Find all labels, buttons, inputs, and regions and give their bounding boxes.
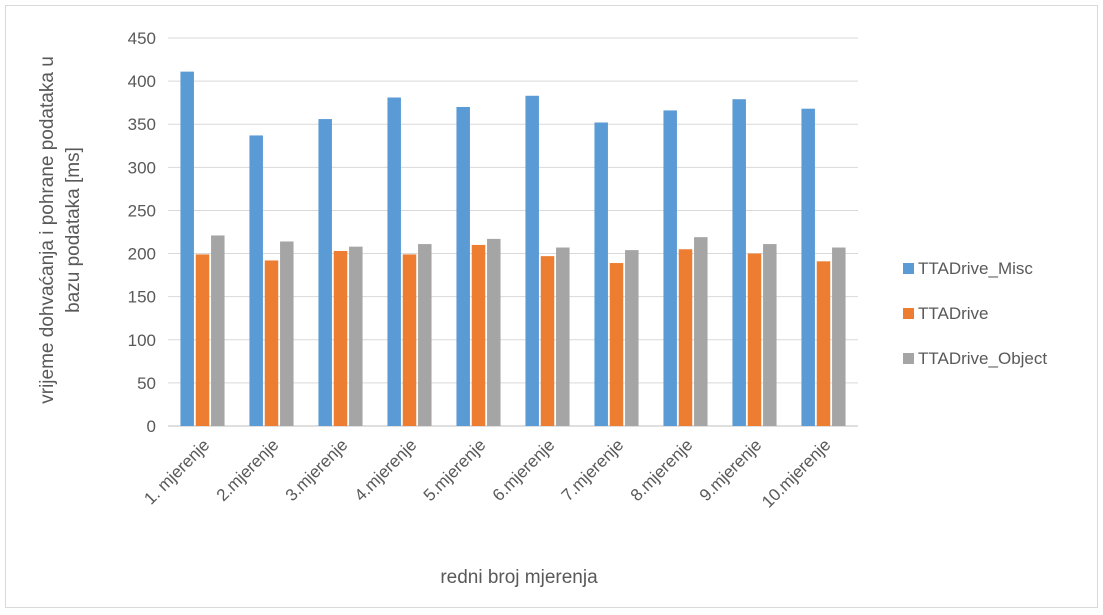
bar: [402, 254, 417, 426]
x-tick-label: 9.mjerenje: [696, 435, 766, 505]
bar: [349, 246, 363, 426]
bar: [678, 249, 693, 426]
bar: [609, 263, 624, 426]
bar: [387, 97, 401, 426]
y-tick-label: 150: [128, 288, 156, 307]
bar: [816, 261, 831, 426]
legend: TTADrive_Misc TTADrive TTADrive_Object: [903, 259, 1047, 368]
bar: [471, 244, 486, 426]
x-tick-label: 7.mjerenje: [558, 435, 628, 505]
bar: [663, 110, 677, 426]
bar: [211, 235, 225, 426]
y-axis-title-line: vrijeme dohvaćanja i pohrane podataka u: [37, 56, 58, 404]
x-axis-title: redni broj mjerenja: [440, 567, 598, 588]
y-tick-label: 350: [128, 115, 156, 134]
y-axis-title-line: bazu podataka [ms]: [63, 147, 84, 313]
y-tick-label: 50: [137, 374, 156, 393]
x-tick-label: 2.mjerenje: [213, 435, 283, 505]
legend-label: TTADrive_Object: [918, 349, 1047, 368]
bar: [540, 256, 555, 426]
x-tick-label: 3.mjerenje: [282, 435, 352, 505]
bar: [487, 238, 501, 426]
bar: [625, 250, 639, 426]
bar: [318, 119, 332, 426]
y-tick-label: 450: [128, 29, 156, 48]
bar: [333, 250, 348, 426]
y-tick-label: 0: [147, 417, 156, 436]
bar: [732, 99, 746, 427]
bar: [763, 244, 777, 426]
legend-label: TTADrive: [918, 304, 989, 323]
legend-swatch: [903, 308, 914, 319]
legend-swatch: [903, 353, 914, 364]
x-tick-label: 5.mjerenje: [420, 435, 490, 505]
bar: [801, 108, 815, 427]
bars: [180, 71, 846, 427]
bar: [280, 241, 294, 426]
bar: [418, 244, 432, 426]
x-tick-label: 10.mjerenje: [758, 435, 834, 511]
bar: [556, 247, 570, 426]
x-tick-label: 4.mjerenje: [351, 435, 421, 505]
bar: [195, 254, 210, 426]
y-tick-label: 250: [128, 201, 156, 220]
y-tick-label: 200: [128, 245, 156, 264]
x-tick-label: 8.mjerenje: [627, 435, 697, 505]
legend-label: TTADrive_Misc: [918, 259, 1033, 278]
bar: [264, 260, 279, 426]
bar: [456, 106, 470, 426]
y-tick-label: 400: [128, 72, 156, 91]
legend-swatch: [903, 263, 914, 274]
x-tick-labels: 1. mjerenje 2.mjerenje 3.mjerenje 4.mjerenj…: [140, 435, 834, 511]
bar: [180, 71, 194, 427]
bar: [694, 237, 708, 426]
y-tick-labels: 0 50 100 150 200 250 300 350 400 450: [128, 29, 156, 436]
x-tick-label: 1. mjerenje: [140, 435, 213, 508]
y-tick-label: 300: [128, 158, 156, 177]
bar: [832, 247, 846, 426]
bar: [747, 253, 762, 426]
bar: [594, 122, 608, 427]
bar: [525, 95, 539, 426]
y-tick-label: 100: [128, 331, 156, 350]
bar: [249, 135, 263, 427]
x-tick-label: 6.mjerenje: [489, 435, 559, 505]
